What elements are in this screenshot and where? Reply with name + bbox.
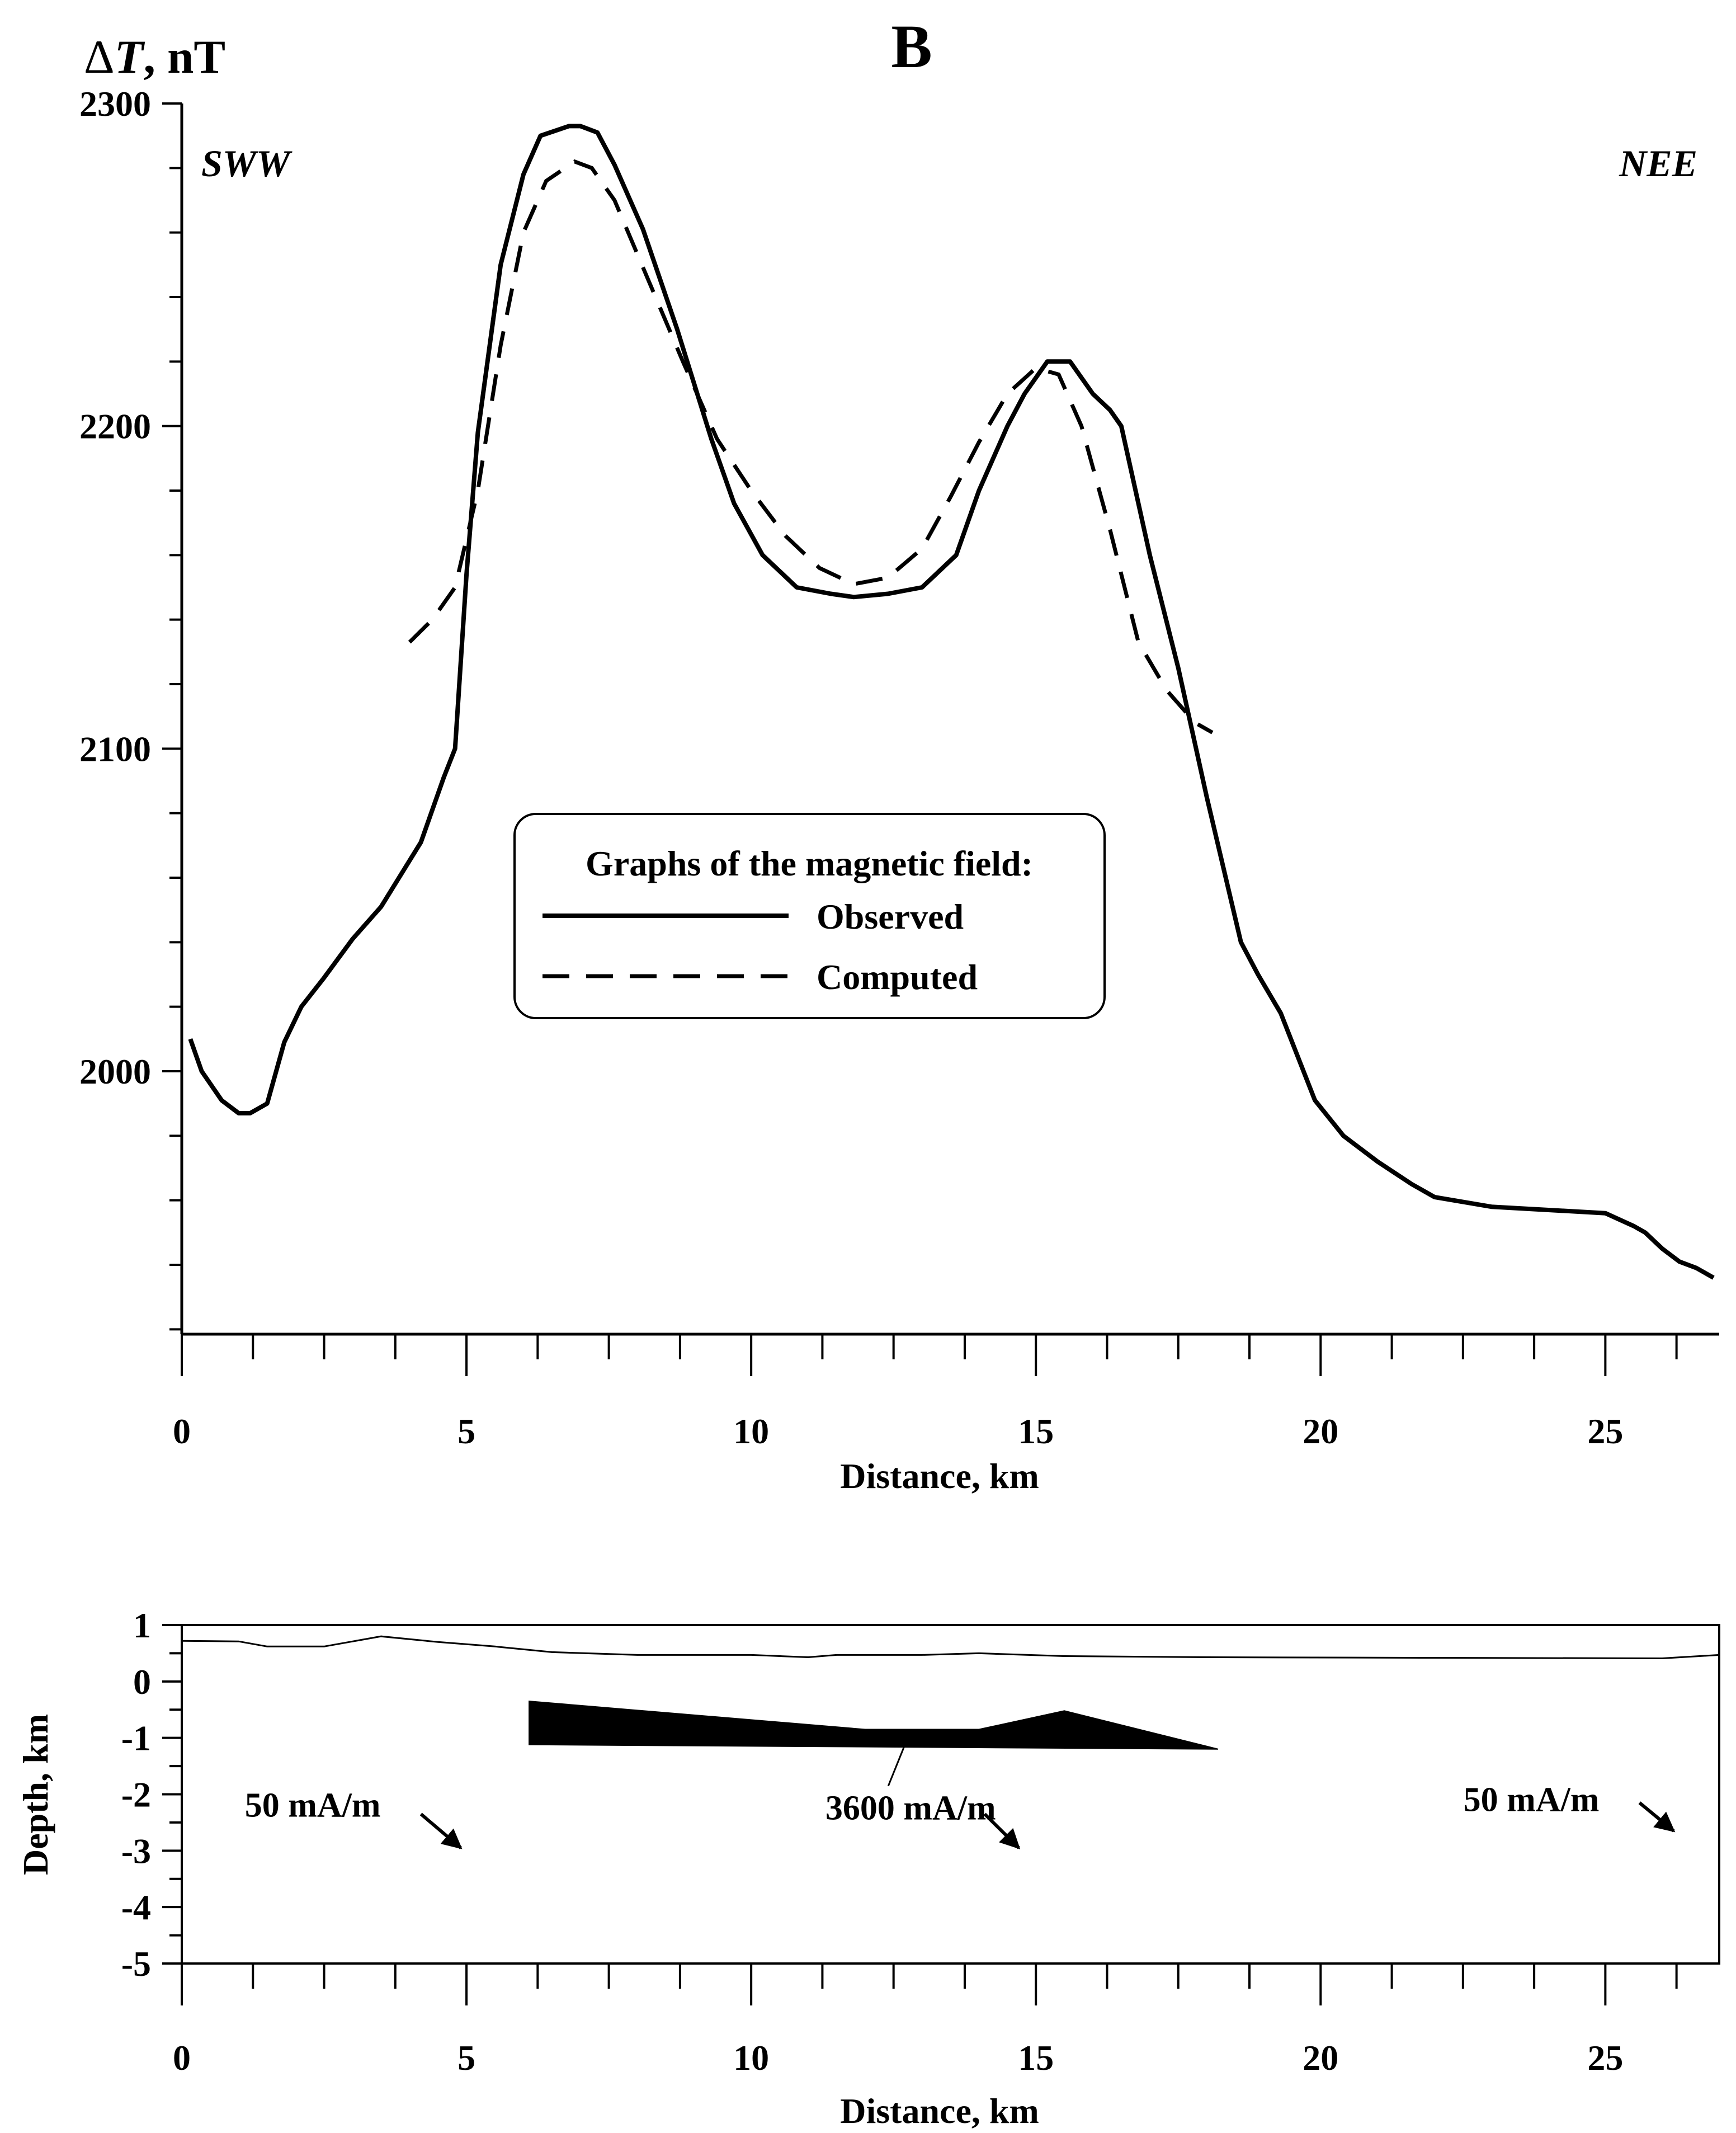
top-y-label-delta: Δ	[84, 31, 115, 83]
top-y-ticks	[162, 102, 182, 1331]
bottom-y-tick-label: 0	[133, 1662, 151, 1702]
top-x-tick-label: 10	[733, 1411, 769, 1451]
top-y-tick-label: 2300	[79, 84, 151, 124]
bottom-x-ticks	[181, 1964, 1678, 2005]
bottom-x-tick-label: 10	[733, 2038, 769, 2078]
magnetic-body	[529, 1701, 1219, 1750]
top-y-axis-label: ΔT, nT	[84, 31, 225, 83]
bottom-y-tick-label: -3	[121, 1831, 151, 1871]
top-x-axis-label: Distance, km	[840, 1456, 1039, 1496]
legend-computed-label: Computed	[817, 957, 978, 997]
legend: Graphs of the magnetic field: Observed C…	[513, 813, 1106, 1019]
bottom-x-tick-label: 20	[1303, 2038, 1338, 2078]
topographic-surface-line	[181, 1635, 1720, 1660]
magnetic-field-chart: ΔT, nT 0 5 10 15 20 25 2000 2100 2200 2300 Dista…	[79, 31, 1719, 1496]
bottom-y-tick-labels: 1 0 -1 -2 -3 -4 -5	[121, 1605, 151, 1984]
bottom-y-tick-label: 1	[133, 1605, 151, 1645]
top-x-tick-label: 0	[173, 1411, 191, 1451]
top-x-tick-labels: 0 5 10 15 20 25	[173, 1411, 1623, 1451]
observed-series-line	[188, 124, 1715, 1280]
bottom-y-tick-label: -1	[121, 1718, 151, 1758]
legend-box	[513, 813, 1106, 1019]
arrow-icon-center	[983, 1812, 1021, 1849]
top-y-tick-labels: 2000 2100 2200 2300	[79, 84, 151, 1091]
bottom-y-ticks	[162, 1624, 182, 1965]
top-x-tick-label: 5	[457, 1411, 475, 1451]
direction-left-label: SWW	[201, 142, 293, 185]
bottom-x-tick-label: 25	[1587, 2038, 1623, 2078]
panel-label: B	[891, 12, 932, 81]
bottom-y-tick-label: -5	[121, 1944, 151, 1984]
legend-title: Graphs of the magnetic field:	[586, 844, 1033, 883]
susceptibility-label-body: 3600 mA/m	[825, 1790, 996, 1828]
computed-series-line	[408, 159, 1214, 734]
direction-right-label: NEE	[1619, 142, 1697, 185]
top-y-label-unit: , nT	[144, 31, 225, 83]
depth-section-chart: 0 5 10 15 20 25 10-1-2-3-4-5 50 mA/m 3600 mA/…	[16, 1605, 1720, 2131]
arrow-icon-right	[1638, 1801, 1676, 1833]
bottom-x-tick-label: 15	[1018, 2038, 1054, 2078]
bottom-y-tick-label: -2	[121, 1775, 151, 1815]
bottom-x-tick-label: 5	[457, 2038, 475, 2078]
bottom-y-tick-label: -4	[121, 1887, 151, 1927]
top-y-tick-label: 2200	[79, 407, 151, 446]
bottom-x-tick-label: 0	[173, 2038, 191, 2078]
top-x-tick-label: 20	[1303, 1411, 1338, 1451]
top-x-tick-label: 25	[1587, 1411, 1623, 1451]
top-x-ticks	[181, 1334, 1678, 1376]
bottom-x-axis-label: Distance, km	[840, 2091, 1039, 2131]
bottom-y-axis-label: Depth, km	[16, 1714, 55, 1875]
susceptibility-label-right: 50 mA/m	[1464, 1781, 1600, 1819]
top-x-tick-label: 15	[1018, 1411, 1054, 1451]
top-y-tick-label: 2000	[79, 1052, 151, 1091]
arrow-icon-left	[419, 1812, 463, 1849]
legend-observed-label: Observed	[817, 897, 964, 936]
body-leader-line	[887, 1744, 906, 1787]
bottom-x-tick-labels: 0 5 10 15 20 25	[173, 2038, 1623, 2078]
susceptibility-label-left: 50 mA/m	[245, 1787, 381, 1825]
top-y-tick-label: 2100	[79, 729, 151, 769]
top-y-label-symbol: T	[115, 31, 145, 83]
